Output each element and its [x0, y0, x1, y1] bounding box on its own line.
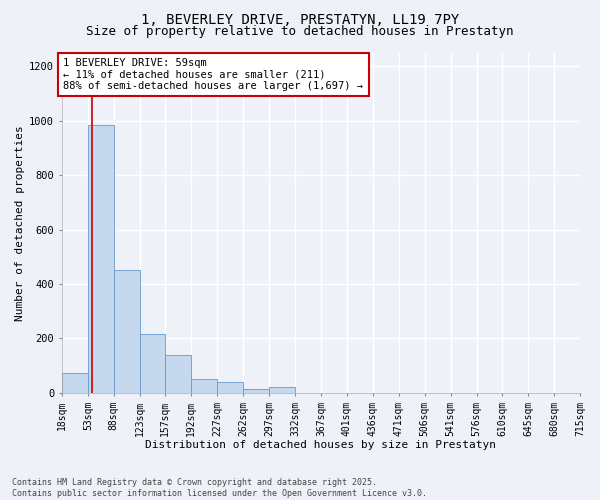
Bar [140, 334, 165, 393]
Y-axis label: Number of detached properties: Number of detached properties [15, 125, 25, 320]
Text: Size of property relative to detached houses in Prestatyn: Size of property relative to detached ho… [86, 25, 514, 38]
Text: 1, BEVERLEY DRIVE, PRESTATYN, LL19 7PY: 1, BEVERLEY DRIVE, PRESTATYN, LL19 7PY [141, 12, 459, 26]
X-axis label: Distribution of detached houses by size in Prestatyn: Distribution of detached houses by size … [145, 440, 496, 450]
Bar [114, 270, 140, 393]
Bar [191, 380, 217, 393]
Text: Contains HM Land Registry data © Crown copyright and database right 2025.
Contai: Contains HM Land Registry data © Crown c… [12, 478, 427, 498]
Bar [243, 389, 269, 393]
Bar [62, 372, 88, 393]
Text: 1 BEVERLEY DRIVE: 59sqm
← 11% of detached houses are smaller (211)
88% of semi-d: 1 BEVERLEY DRIVE: 59sqm ← 11% of detache… [63, 58, 363, 91]
Bar [165, 355, 191, 393]
Bar [269, 388, 295, 393]
Bar [88, 124, 114, 393]
Bar [217, 382, 243, 393]
